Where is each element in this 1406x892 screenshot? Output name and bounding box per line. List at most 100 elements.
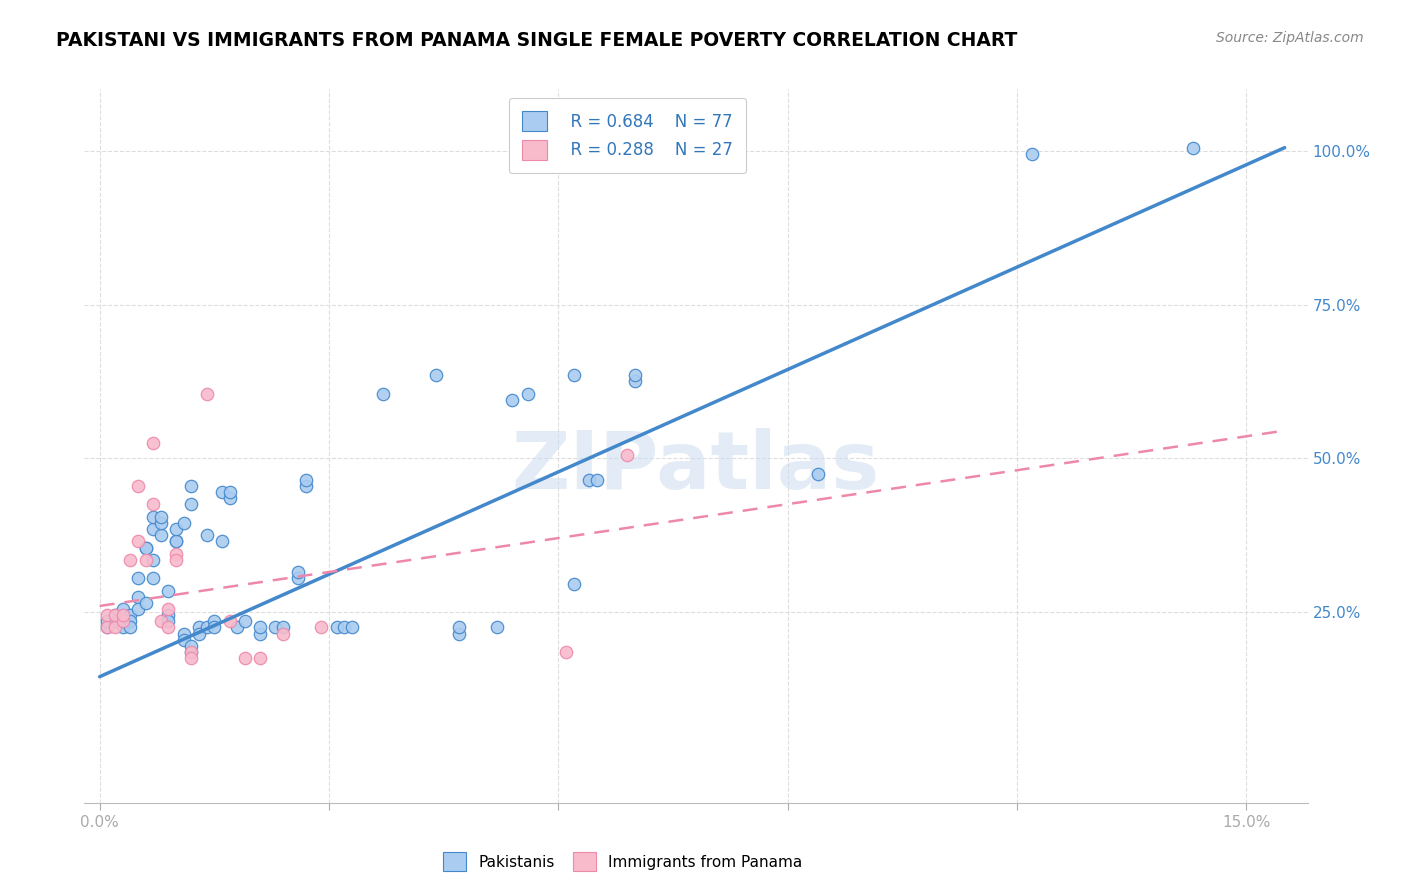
Point bbox=[195, 386, 218, 401]
Point bbox=[127, 479, 149, 493]
Point bbox=[249, 651, 271, 665]
Point bbox=[1181, 141, 1204, 155]
Point bbox=[165, 534, 187, 549]
Point bbox=[157, 602, 180, 616]
Point bbox=[127, 602, 149, 616]
Point bbox=[287, 565, 309, 579]
Point bbox=[135, 541, 157, 555]
Point bbox=[149, 615, 172, 629]
Point bbox=[173, 516, 195, 530]
Text: PAKISTANI VS IMMIGRANTS FROM PANAMA SINGLE FEMALE POVERTY CORRELATION CHART: PAKISTANI VS IMMIGRANTS FROM PANAMA SING… bbox=[56, 31, 1018, 50]
Point bbox=[104, 615, 127, 629]
Point bbox=[233, 651, 256, 665]
Point bbox=[96, 615, 118, 629]
Point bbox=[165, 547, 187, 561]
Point bbox=[149, 528, 172, 542]
Point bbox=[195, 620, 218, 634]
Legend: Pakistanis, Immigrants from Panama: Pakistanis, Immigrants from Panama bbox=[437, 847, 808, 877]
Point bbox=[96, 620, 118, 634]
Point bbox=[135, 596, 157, 610]
Point bbox=[120, 620, 142, 634]
Point bbox=[111, 615, 134, 629]
Point bbox=[149, 516, 172, 530]
Point bbox=[111, 615, 134, 629]
Point bbox=[173, 626, 195, 640]
Point bbox=[271, 626, 294, 640]
Point bbox=[127, 590, 149, 604]
Point bbox=[486, 620, 509, 634]
Point bbox=[96, 620, 118, 634]
Point bbox=[173, 632, 195, 647]
Point bbox=[188, 620, 211, 634]
Point bbox=[807, 467, 830, 481]
Point bbox=[142, 553, 165, 567]
Point bbox=[104, 608, 127, 623]
Point bbox=[127, 534, 149, 549]
Point bbox=[311, 620, 333, 634]
Point bbox=[120, 553, 142, 567]
Point bbox=[447, 620, 470, 634]
Point bbox=[188, 626, 211, 640]
Point bbox=[142, 509, 165, 524]
Y-axis label: Single Female Poverty: Single Female Poverty bbox=[0, 361, 7, 531]
Point bbox=[180, 645, 202, 659]
Point bbox=[104, 620, 127, 634]
Point bbox=[578, 473, 600, 487]
Point bbox=[616, 448, 638, 462]
Point bbox=[127, 571, 149, 585]
Point bbox=[180, 498, 202, 512]
Point bbox=[135, 541, 157, 555]
Point bbox=[96, 608, 118, 623]
Point bbox=[447, 626, 470, 640]
Point bbox=[624, 375, 647, 389]
Point bbox=[142, 436, 165, 450]
Point bbox=[142, 498, 165, 512]
Point bbox=[180, 645, 202, 659]
Point bbox=[142, 522, 165, 536]
Point bbox=[180, 651, 202, 665]
Point bbox=[226, 620, 249, 634]
Point bbox=[202, 615, 225, 629]
Point bbox=[202, 620, 225, 634]
Point bbox=[555, 645, 578, 659]
Text: Source: ZipAtlas.com: Source: ZipAtlas.com bbox=[1216, 31, 1364, 45]
Point bbox=[111, 620, 134, 634]
Point bbox=[218, 491, 240, 506]
Point bbox=[211, 534, 233, 549]
Point bbox=[425, 368, 447, 383]
Point bbox=[120, 608, 142, 623]
Point bbox=[195, 528, 218, 542]
Point bbox=[165, 553, 187, 567]
Point bbox=[264, 620, 287, 634]
Point bbox=[249, 626, 271, 640]
Point bbox=[249, 620, 271, 634]
Point bbox=[624, 368, 647, 383]
Point bbox=[585, 473, 607, 487]
Point bbox=[562, 368, 585, 383]
Point bbox=[111, 602, 134, 616]
Point bbox=[157, 583, 180, 598]
Point bbox=[340, 620, 363, 634]
Point bbox=[157, 608, 180, 623]
Point bbox=[287, 571, 309, 585]
Point bbox=[295, 479, 318, 493]
Point bbox=[371, 386, 394, 401]
Point bbox=[157, 615, 180, 629]
Point bbox=[135, 553, 157, 567]
Point bbox=[165, 534, 187, 549]
Point bbox=[333, 620, 356, 634]
Point bbox=[142, 571, 165, 585]
Point bbox=[502, 392, 524, 407]
Point bbox=[218, 615, 240, 629]
Point bbox=[562, 577, 585, 591]
Point bbox=[149, 509, 172, 524]
Point bbox=[180, 639, 202, 653]
Point bbox=[120, 615, 142, 629]
Point bbox=[218, 485, 240, 500]
Point bbox=[104, 608, 127, 623]
Point bbox=[516, 386, 538, 401]
Point bbox=[233, 615, 256, 629]
Point bbox=[157, 620, 180, 634]
Point bbox=[325, 620, 347, 634]
Text: ZIPatlas: ZIPatlas bbox=[512, 428, 880, 507]
